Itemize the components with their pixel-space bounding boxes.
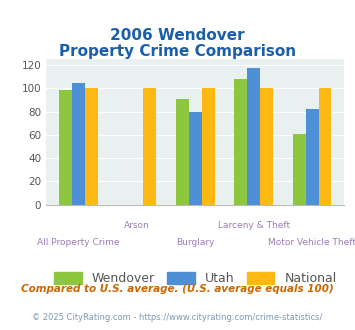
Bar	[143, 88, 156, 205]
Text: Burglary: Burglary	[176, 238, 214, 247]
Bar	[59, 90, 72, 205]
Text: Compared to U.S. average. (U.S. average equals 100): Compared to U.S. average. (U.S. average …	[21, 284, 334, 294]
Text: Larceny & Theft: Larceny & Theft	[218, 221, 290, 230]
Bar	[202, 88, 214, 205]
Bar	[85, 88, 98, 205]
Bar	[176, 99, 189, 205]
Text: Property Crime Comparison: Property Crime Comparison	[59, 45, 296, 59]
Bar	[293, 134, 306, 205]
Bar	[234, 79, 247, 205]
Bar	[72, 82, 85, 205]
Bar	[260, 88, 273, 205]
Bar	[247, 68, 260, 205]
Bar	[319, 88, 332, 205]
Text: Motor Vehicle Theft: Motor Vehicle Theft	[268, 238, 355, 247]
Text: 2006 Wendover: 2006 Wendover	[110, 28, 245, 43]
Bar	[189, 112, 202, 205]
Bar	[306, 109, 319, 205]
Legend: Wendover, Utah, National: Wendover, Utah, National	[54, 272, 337, 285]
Text: Arson: Arson	[124, 221, 150, 230]
Text: All Property Crime: All Property Crime	[37, 238, 120, 247]
Text: © 2025 CityRating.com - https://www.cityrating.com/crime-statistics/: © 2025 CityRating.com - https://www.city…	[32, 313, 323, 322]
